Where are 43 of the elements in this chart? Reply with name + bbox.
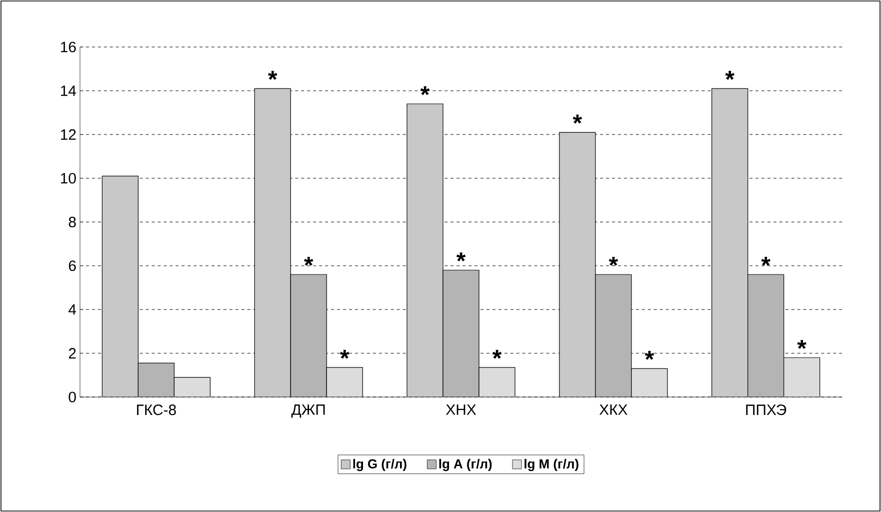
bar (712, 88, 748, 397)
data-label: * (644, 350, 654, 360)
y-tick-label: 14 (61, 86, 76, 96)
data-label: * (572, 114, 582, 124)
x-tick-label: ППХЭ (746, 404, 786, 416)
bar (254, 88, 291, 397)
x-tick-label: ДЖП (291, 404, 325, 418)
data-label: * (420, 86, 430, 96)
y-tick-label: 12 (61, 129, 76, 140)
bar (102, 176, 138, 397)
data-label: * (456, 252, 466, 262)
bar (748, 274, 784, 397)
bar (479, 367, 516, 397)
bar (784, 357, 820, 397)
x-tick-label: ГКС-8 (137, 404, 176, 416)
y-tick-label: 2 (68, 348, 76, 358)
bar (559, 132, 596, 397)
bar (631, 368, 668, 397)
legend-label: lg G (г/л) (353, 458, 406, 472)
y-tick-label: 4 (68, 304, 76, 315)
data-label: * (761, 256, 770, 266)
data-label: * (304, 256, 314, 266)
bar (326, 367, 363, 397)
data-label: * (268, 70, 278, 80)
y-tick-label: 8 (68, 216, 76, 228)
data-label: * (725, 70, 734, 80)
bar (174, 377, 210, 397)
y-tick-label: 10 (61, 172, 76, 184)
legend-label: lg A (г/л) (439, 458, 492, 472)
x-tick-label: ХНХ (446, 404, 476, 415)
data-label: * (340, 350, 350, 359)
y-tick-label: 16 (61, 42, 76, 52)
bar (595, 274, 632, 397)
bar (138, 363, 174, 397)
y-tick-label: 6 (68, 260, 76, 272)
bar (407, 104, 444, 397)
bar (290, 274, 327, 397)
legend-label: lg M (г/л) (524, 458, 578, 472)
data-label: * (608, 256, 618, 266)
bar (443, 270, 480, 397)
x-tick-label: ХКХ (599, 404, 628, 415)
y-tick-label: 0 (68, 392, 76, 402)
data-label: * (797, 340, 806, 349)
